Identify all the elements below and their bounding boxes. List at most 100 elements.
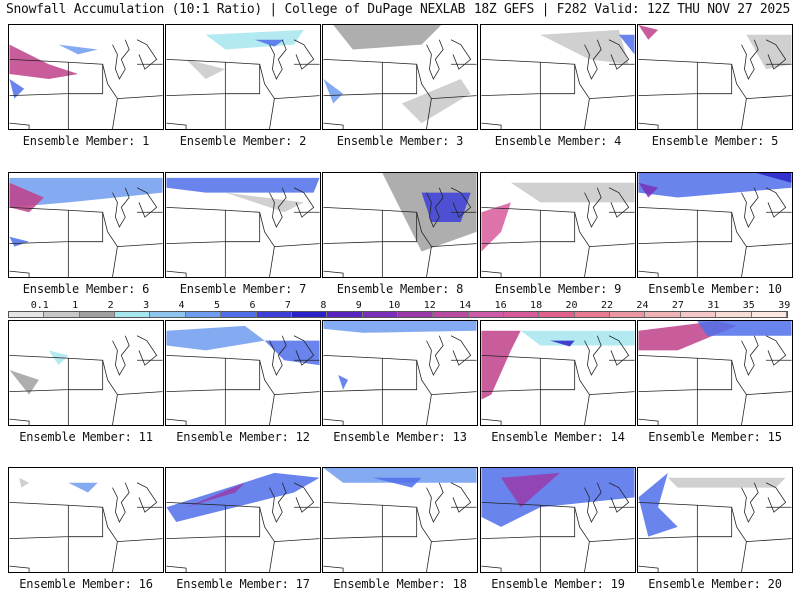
scale-swatch	[115, 312, 151, 317]
state-boundary	[746, 538, 792, 542]
state-boundary	[117, 391, 163, 395]
state-boundary	[574, 64, 590, 129]
state-boundary	[638, 206, 698, 245]
state-boundary	[589, 538, 635, 542]
snowfall-area	[540, 29, 629, 65]
map-canvas	[166, 29, 320, 129]
ensemble-member-label: Ensemble Member: 18	[333, 577, 467, 591]
scale-label: 1	[72, 300, 79, 311]
ensemble-member-label: Ensemble Member: 17	[176, 577, 310, 591]
state-boundary	[117, 243, 163, 247]
snowfall-map	[637, 467, 793, 573]
state-boundary	[112, 187, 130, 228]
map-canvas	[166, 177, 320, 277]
scale-label: 10	[388, 300, 401, 311]
state-boundary	[259, 64, 275, 129]
scale-swatch	[327, 312, 363, 317]
state-boundary	[584, 187, 602, 228]
state-boundary	[293, 482, 315, 513]
state-boundary	[481, 206, 541, 245]
state-boundary	[431, 95, 477, 99]
snowfall-area	[58, 44, 98, 55]
color-scale-bar	[8, 311, 788, 318]
state-boundary	[584, 39, 602, 80]
snowfall-map	[480, 320, 636, 426]
scale-swatch	[539, 312, 575, 317]
state-boundary	[741, 187, 759, 228]
snowfall-area	[225, 192, 304, 213]
run-info: 18Z GEFS | F282 Valid: 12Z THU NOV 27 20…	[473, 2, 790, 17]
state-boundary	[117, 95, 163, 99]
scale-swatch	[256, 312, 292, 317]
scale-swatch	[645, 312, 681, 317]
state-boundary	[112, 335, 130, 376]
snowfall-area	[205, 29, 304, 50]
state-boundary	[765, 39, 787, 70]
state-boundary	[608, 187, 630, 218]
state-boundary	[741, 335, 759, 376]
snowfall-map	[480, 172, 636, 278]
snowfall-map	[165, 467, 321, 573]
state-boundary	[259, 212, 275, 277]
state-boundary	[136, 39, 158, 70]
ensemble-member-label: Ensemble Member: 2	[179, 134, 307, 148]
state-boundary	[589, 95, 635, 99]
scale-swatch	[680, 312, 717, 317]
state-boundary	[731, 212, 747, 277]
state-boundary	[638, 418, 659, 425]
state-boundary	[225, 504, 261, 538]
state-boundary	[112, 482, 130, 523]
state-boundary	[481, 418, 502, 425]
scale-label: 27	[671, 300, 684, 311]
scale-label: 7	[284, 300, 291, 311]
state-boundary	[9, 206, 69, 245]
scale-label: 31	[707, 300, 720, 311]
map-canvas	[481, 330, 635, 425]
ensemble-member-label: Ensemble Member: 11	[19, 430, 153, 444]
snowfall-area	[338, 374, 348, 390]
scale-swatch	[504, 312, 540, 317]
scale-swatch	[751, 312, 787, 317]
snowfall-map	[480, 24, 636, 130]
snowfall-area	[510, 182, 635, 203]
snowfall-area	[9, 44, 79, 79]
scale-label: 14	[459, 300, 472, 311]
snowfall-area	[9, 177, 163, 208]
state-boundary	[259, 507, 275, 572]
state-boundary	[225, 357, 261, 391]
snowfall-map	[165, 24, 321, 130]
state-boundary	[112, 39, 130, 80]
state-boundary	[117, 538, 163, 542]
snowfall-area	[9, 182, 44, 213]
scale-swatch	[574, 312, 611, 317]
snowfall-area	[421, 192, 471, 223]
snowfall-map	[165, 172, 321, 278]
state-boundary	[323, 354, 383, 393]
state-boundary	[136, 187, 158, 218]
map-canvas	[638, 25, 792, 129]
snowfall-area	[254, 39, 285, 47]
ensemble-member-label: Ensemble Member: 9	[494, 282, 622, 296]
scale-swatch	[610, 312, 646, 317]
state-boundary	[431, 391, 477, 395]
state-boundary	[450, 335, 472, 366]
state-boundary	[589, 391, 635, 395]
state-boundary	[540, 209, 576, 243]
scale-swatch	[468, 312, 505, 317]
scale-swatch	[44, 312, 80, 317]
state-boundary	[274, 391, 320, 395]
state-boundary	[638, 501, 698, 540]
state-boundary	[481, 270, 502, 277]
map-canvas	[323, 468, 477, 572]
map-canvas	[323, 321, 477, 425]
state-boundary	[293, 39, 315, 70]
state-boundary	[697, 209, 733, 243]
scale-swatch	[150, 312, 186, 317]
state-boundary	[9, 354, 69, 393]
state-boundary	[323, 418, 344, 425]
snowfall-area	[638, 472, 678, 537]
state-boundary	[9, 565, 30, 572]
map-canvas	[481, 29, 635, 129]
scale-swatch	[221, 312, 257, 317]
state-boundary	[9, 122, 30, 129]
